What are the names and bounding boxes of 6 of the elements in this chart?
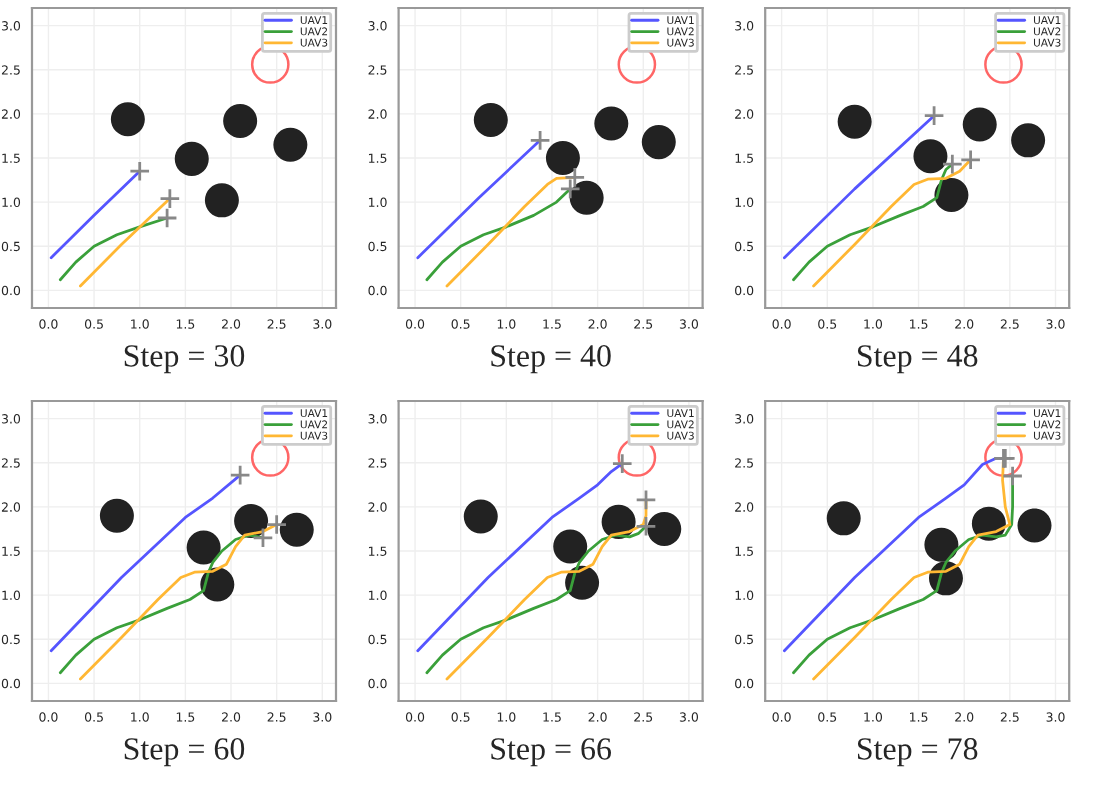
text: Step = 60	[124, 738, 245, 767]
text: Step = 40	[491, 345, 611, 374]
text: Step = 48	[857, 345, 978, 374]
text: Step = 78	[857, 738, 978, 767]
text: Step = 66	[491, 738, 612, 767]
text: Step = 30	[124, 345, 245, 374]
